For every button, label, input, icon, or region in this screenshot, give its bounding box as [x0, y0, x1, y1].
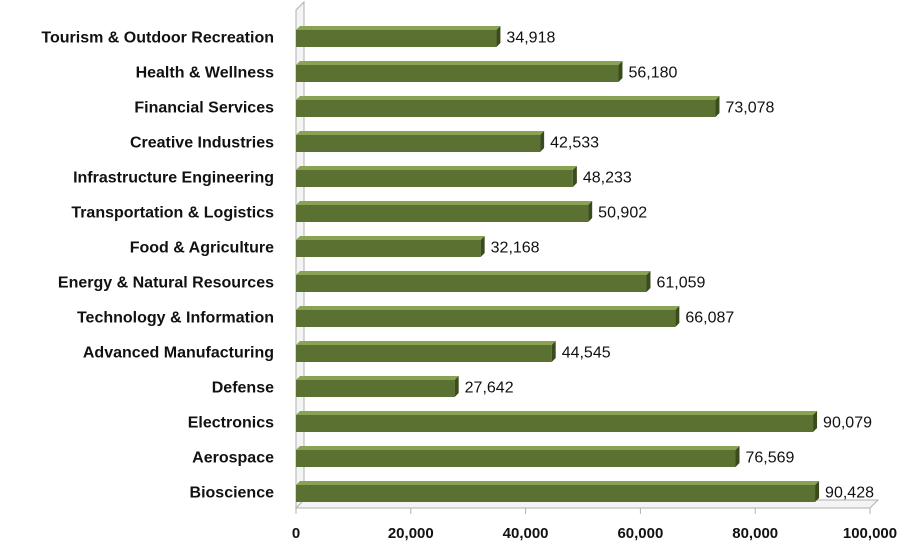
data-label: 50,902	[598, 205, 647, 222]
bar-top	[296, 446, 740, 450]
category-label: Food & Agriculture	[130, 240, 274, 257]
bar-front	[296, 485, 816, 502]
category-label: Defense	[212, 380, 274, 397]
bar-side	[675, 306, 680, 327]
category-label: Advanced Manufacturing	[83, 345, 274, 362]
category-label: Health & Wellness	[136, 65, 275, 82]
data-label: 42,533	[550, 135, 599, 152]
bar-front	[296, 240, 481, 257]
category-label: Transportation & Logistics	[71, 205, 274, 222]
bar-front	[296, 450, 736, 467]
data-label: 90,428	[825, 485, 874, 502]
bar-front	[296, 380, 455, 397]
data-label: 32,168	[491, 240, 540, 257]
bar-front	[296, 415, 814, 432]
x-axis-ticks: 0 20,000 40,000 60,000 80,000 100,000	[292, 508, 897, 542]
category-label: Energy & Natural Resources	[58, 275, 274, 292]
bar	[296, 481, 820, 502]
bar	[296, 236, 485, 257]
bar-side	[551, 341, 556, 362]
bar	[296, 341, 556, 362]
bar-side	[715, 96, 720, 117]
bar-top	[296, 201, 593, 205]
bar	[296, 376, 459, 397]
x-tick-label: 20,000	[388, 525, 434, 542]
bar-front	[296, 170, 573, 187]
bar	[296, 61, 623, 82]
data-label: 73,078	[725, 100, 774, 117]
bar-front	[296, 135, 541, 152]
bar-top	[296, 131, 545, 135]
bar-front	[296, 205, 589, 222]
bar-front	[296, 345, 552, 362]
category-label: Technology & Information	[77, 310, 274, 327]
bar-front	[296, 65, 619, 82]
category-label: Creative Industries	[130, 135, 274, 152]
bar-top	[296, 306, 680, 310]
bar	[296, 306, 680, 327]
data-labels: 34,918 56,180 73,078 42,533 48,233 50,902 32,1…	[465, 30, 874, 502]
category-label: Tourism & Outdoor Recreation	[41, 30, 274, 47]
category-labels: Tourism & Outdoor Recreation Health & Wel…	[41, 30, 274, 502]
data-label: 56,180	[628, 65, 677, 82]
bar-top	[296, 61, 623, 65]
category-label: Infrastructure Engineering	[73, 170, 274, 187]
bar-top	[296, 271, 651, 275]
bar-top	[296, 411, 818, 415]
bar-side	[588, 201, 593, 222]
bar-top	[296, 376, 459, 380]
category-label: Aerospace	[192, 450, 274, 467]
x-tick-label: 100,000	[843, 525, 897, 542]
category-label: Bioscience	[190, 485, 275, 502]
bar-top	[296, 481, 820, 485]
bar-side	[480, 236, 485, 257]
data-label: 44,545	[562, 345, 611, 362]
data-label: 66,087	[685, 310, 734, 327]
x-tick-label: 0	[292, 525, 300, 542]
bar	[296, 166, 577, 187]
bar-side	[813, 411, 818, 432]
bar-side	[618, 61, 623, 82]
bar-front	[296, 310, 676, 327]
bar	[296, 271, 651, 292]
category-label: Electronics	[188, 415, 274, 432]
bar-front	[296, 275, 647, 292]
bar-side	[815, 481, 820, 502]
bar	[296, 26, 501, 47]
category-label: Financial Services	[134, 100, 274, 117]
x-tick-label: 60,000	[617, 525, 663, 542]
data-label: 90,079	[823, 415, 872, 432]
bar-side	[646, 271, 651, 292]
bar	[296, 411, 818, 432]
bar-top	[296, 236, 485, 240]
bar-front	[296, 30, 497, 47]
data-label: 34,918	[506, 30, 555, 47]
data-label: 48,233	[583, 170, 632, 187]
bar-side	[496, 26, 501, 47]
bar-series	[296, 26, 820, 502]
bar-side	[572, 166, 577, 187]
data-label: 61,059	[656, 275, 705, 292]
bar	[296, 201, 593, 222]
bar-top	[296, 166, 577, 170]
bar-side	[454, 376, 459, 397]
bar-side	[735, 446, 740, 467]
bar-top	[296, 341, 556, 345]
bar-front	[296, 100, 716, 117]
x-tick-label: 40,000	[503, 525, 549, 542]
bar	[296, 96, 720, 117]
bar-side	[540, 131, 545, 152]
x-tick-label: 80,000	[732, 525, 778, 542]
bar	[296, 131, 545, 152]
bar-top	[296, 96, 720, 100]
bar-top	[296, 26, 501, 30]
data-label: 27,642	[465, 380, 514, 397]
data-label: 76,569	[746, 450, 795, 467]
bar	[296, 446, 740, 467]
